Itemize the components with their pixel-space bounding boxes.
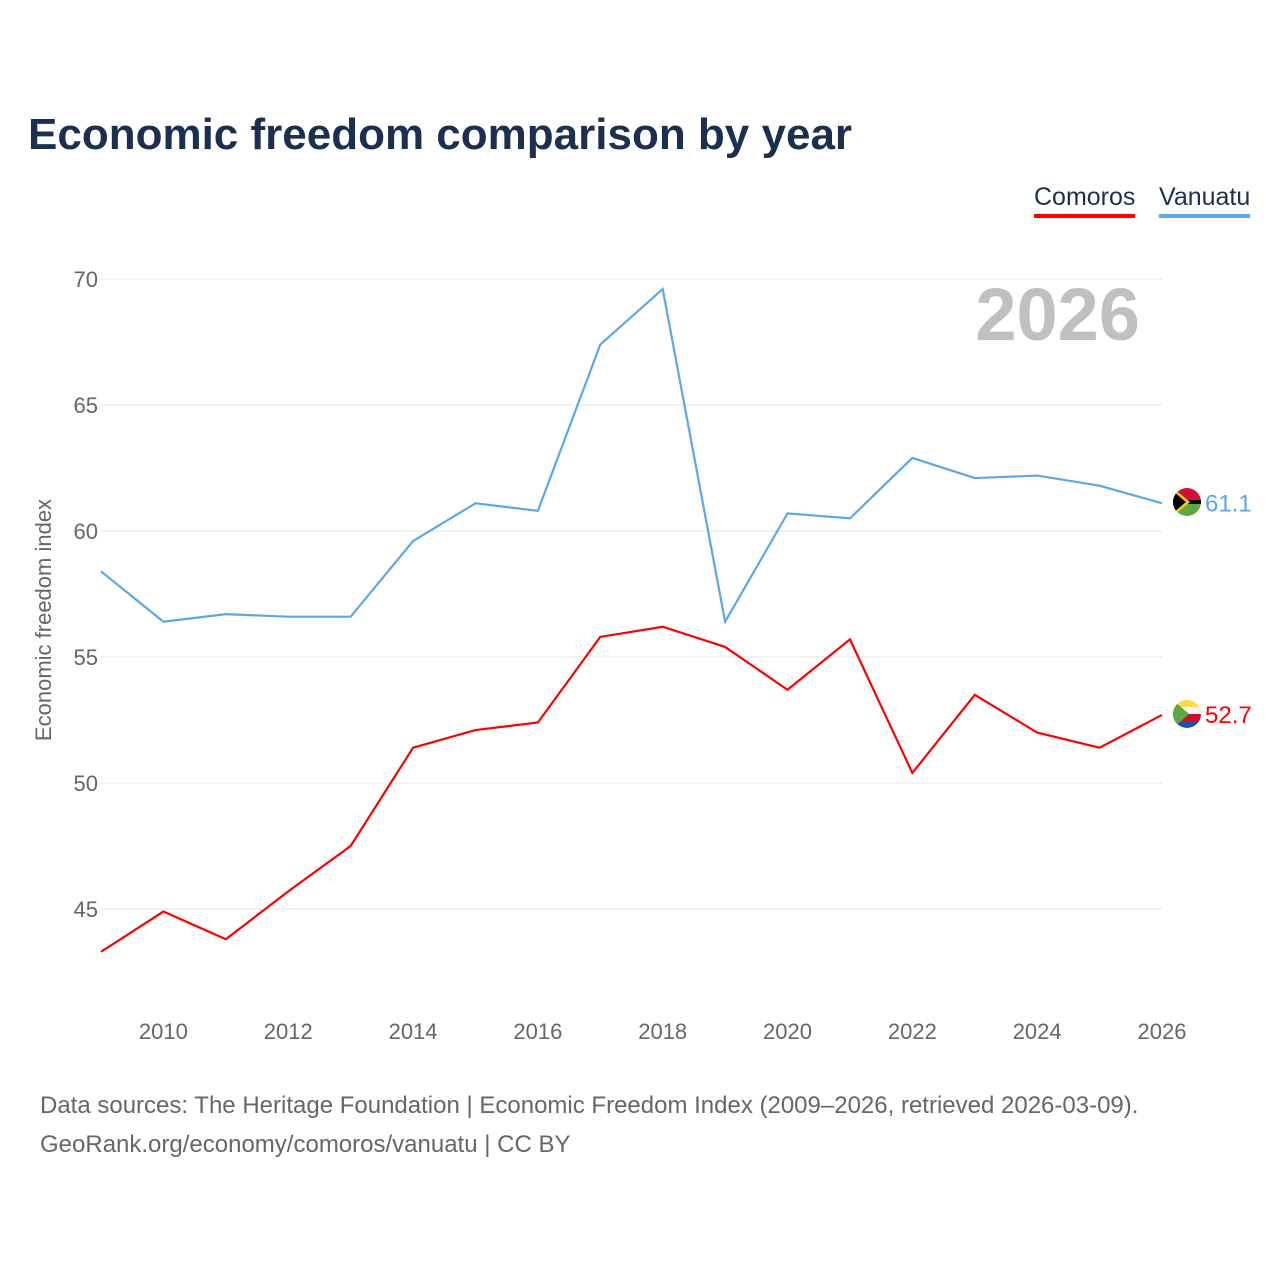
x-tick-label: 2016 [513, 1019, 562, 1044]
x-tick-label: 2018 [638, 1019, 687, 1044]
series-line-comoros [100, 625, 1163, 953]
end-label-vanuatu: 61.1 [1205, 490, 1252, 517]
legend-vanuatu[interactable]: Vanuatu [1159, 183, 1251, 218]
x-tick-label: 2020 [763, 1019, 812, 1044]
x-tick-label: 2010 [139, 1019, 188, 1044]
footer: Data sources: The Heritage Foundation | … [40, 1086, 1138, 1164]
year-watermark: 2026 [975, 273, 1140, 356]
x-tick-label: 2026 [1138, 1019, 1187, 1044]
series-line-vanuatu [100, 286, 1163, 625]
x-tick-label: 2014 [389, 1019, 438, 1044]
x-tick-label: 2024 [1013, 1019, 1062, 1044]
x-tick-label: 2022 [888, 1019, 937, 1044]
end-label-comoros: 52.7 [1205, 702, 1252, 729]
y-tick-label: 60 [74, 519, 98, 544]
y-tick-label: 50 [74, 771, 98, 796]
comoros-flag-icon [1173, 700, 1201, 728]
data-source: Data sources: The Heritage Foundation | … [40, 1092, 1139, 1119]
y-axis-label: Economic freedom index [31, 499, 56, 741]
source-link[interactable]: GeoRank.org/economy/comoros/vanuatu | CC… [40, 1131, 571, 1158]
y-tick-label: 70 [74, 267, 98, 292]
chart-title: Economic freedom comparison by year [28, 110, 853, 159]
y-tick-label: 45 [74, 897, 98, 922]
x-tick-label: 2012 [264, 1019, 313, 1044]
y-tick-label: 55 [74, 645, 98, 670]
legend-comoros[interactable]: Comoros [1034, 183, 1136, 218]
y-tick-label: 65 [74, 393, 98, 418]
vanuatu-flag-icon [1173, 488, 1201, 516]
